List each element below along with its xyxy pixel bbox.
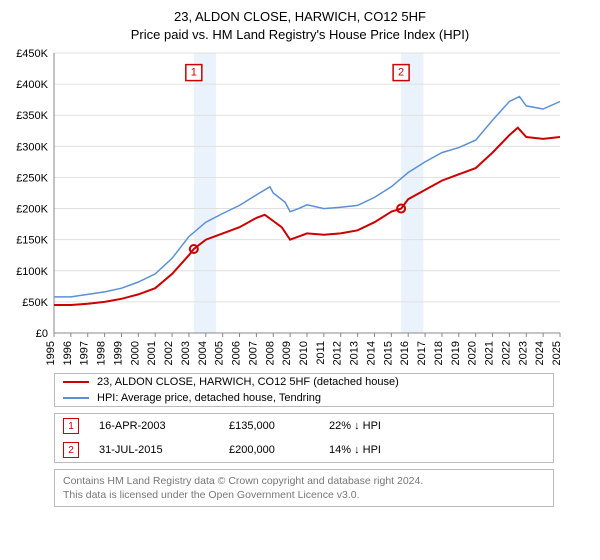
y-tick-label: £350K [16,110,48,122]
x-tick-label: 2008 [264,341,276,365]
x-tick-label: 2021 [484,341,496,365]
chart-svg: £0 £50K £100K £150K £200K £250K £300K £350K £400… [10,47,570,367]
x-tick-label: 2005 [214,341,226,365]
x-tick-label: 2003 [180,341,192,365]
marker-row: 1 16-APR-2003£135,00022% ↓ HPI [55,414,553,438]
y-tick-label: £250K [16,173,48,185]
x-tick-label: 2007 [247,341,259,365]
legend-row: 23, ALDON CLOSE, HARWICH, CO12 5HF (deta… [55,374,553,390]
x-tick-label: 1995 [45,341,57,365]
x-tick-label: 2012 [332,341,344,365]
series-hpi [54,97,560,297]
x-tick-label: 2009 [281,341,293,365]
x-tick-label: 2025 [551,341,563,365]
x-tick-label: 2022 [500,341,512,365]
title-subtitle: Price paid vs. HM Land Registry's House … [10,26,590,44]
x-tick-label: 2002 [163,341,175,365]
footnote: Contains HM Land Registry data © Crown c… [54,469,554,507]
price-chart: £0 £50K £100K £150K £200K £250K £300K £350K £400… [10,47,590,367]
y-tick-label: £50K [22,297,48,309]
x-tick-label: 2011 [315,341,327,365]
x-tick-label: 2013 [349,341,361,365]
y-tick-label: £400K [16,79,48,91]
y-tick-label: £0 [36,328,48,340]
y-tick-label: £450K [16,48,48,60]
y-tick-label: £300K [16,141,48,153]
marker-date: 16-APR-2003 [99,420,229,432]
legend-swatch [63,381,89,383]
marker-date: 31-JUL-2015 [99,444,229,456]
legend-label: HPI: Average price, detached house, Tend… [97,392,321,404]
legend-swatch [63,397,89,399]
y-tick-label: £100K [16,266,48,278]
chart-marker-label: 2 [398,67,404,79]
x-tick-label: 2024 [534,341,546,365]
title-address: 23, ALDON CLOSE, HARWICH, CO12 5HF [10,8,590,26]
x-tick-label: 2023 [517,341,529,365]
legend-row: HPI: Average price, detached house, Tend… [55,390,553,406]
x-tick-label: 2010 [298,341,310,365]
x-tick-label: 1997 [79,341,91,365]
x-tick-label: 2019 [450,341,462,365]
x-tick-label: 2000 [129,341,141,365]
x-tick-label: 1998 [96,341,108,365]
marker-delta: 22% ↓ HPI [329,420,449,432]
marker-price: £200,000 [229,444,329,456]
x-tick-label: 1996 [62,341,74,365]
chart-marker-label: 1 [191,67,197,79]
marker-price: £135,000 [229,420,329,432]
y-tick-label: £200K [16,204,48,216]
page-root: 23, ALDON CLOSE, HARWICH, CO12 5HF Price… [0,0,600,560]
title-block: 23, ALDON CLOSE, HARWICH, CO12 5HF Price… [10,8,590,43]
marker-id-box: 2 [63,442,79,458]
marker-id-box: 1 [63,418,79,434]
footnote-line2: This data is licensed under the Open Gov… [63,488,545,502]
x-tick-label: 2014 [365,341,377,365]
x-tick-label: 2017 [416,341,428,365]
footnote-line1: Contains HM Land Registry data © Crown c… [63,474,545,488]
price-paid-table: 1 16-APR-2003£135,00022% ↓ HPI 2 31-JUL-201… [54,413,554,463]
legend: 23, ALDON CLOSE, HARWICH, CO12 5HF (deta… [54,373,554,407]
series-price-paid [54,128,560,305]
x-tick-label: 2020 [467,341,479,365]
x-tick-label: 2001 [146,341,158,365]
x-tick-label: 2018 [433,341,445,365]
y-tick-label: £150K [16,235,48,247]
x-tick-label: 2004 [197,341,209,365]
x-tick-label: 1999 [112,341,124,365]
marker-delta: 14% ↓ HPI [329,444,449,456]
marker-row: 2 31-JUL-2015£200,00014% ↓ HPI [55,438,553,462]
x-tick-label: 2006 [231,341,243,365]
x-tick-label: 2015 [382,341,394,365]
legend-label: 23, ALDON CLOSE, HARWICH, CO12 5HF (deta… [97,376,399,388]
x-tick-label: 2016 [399,341,411,365]
